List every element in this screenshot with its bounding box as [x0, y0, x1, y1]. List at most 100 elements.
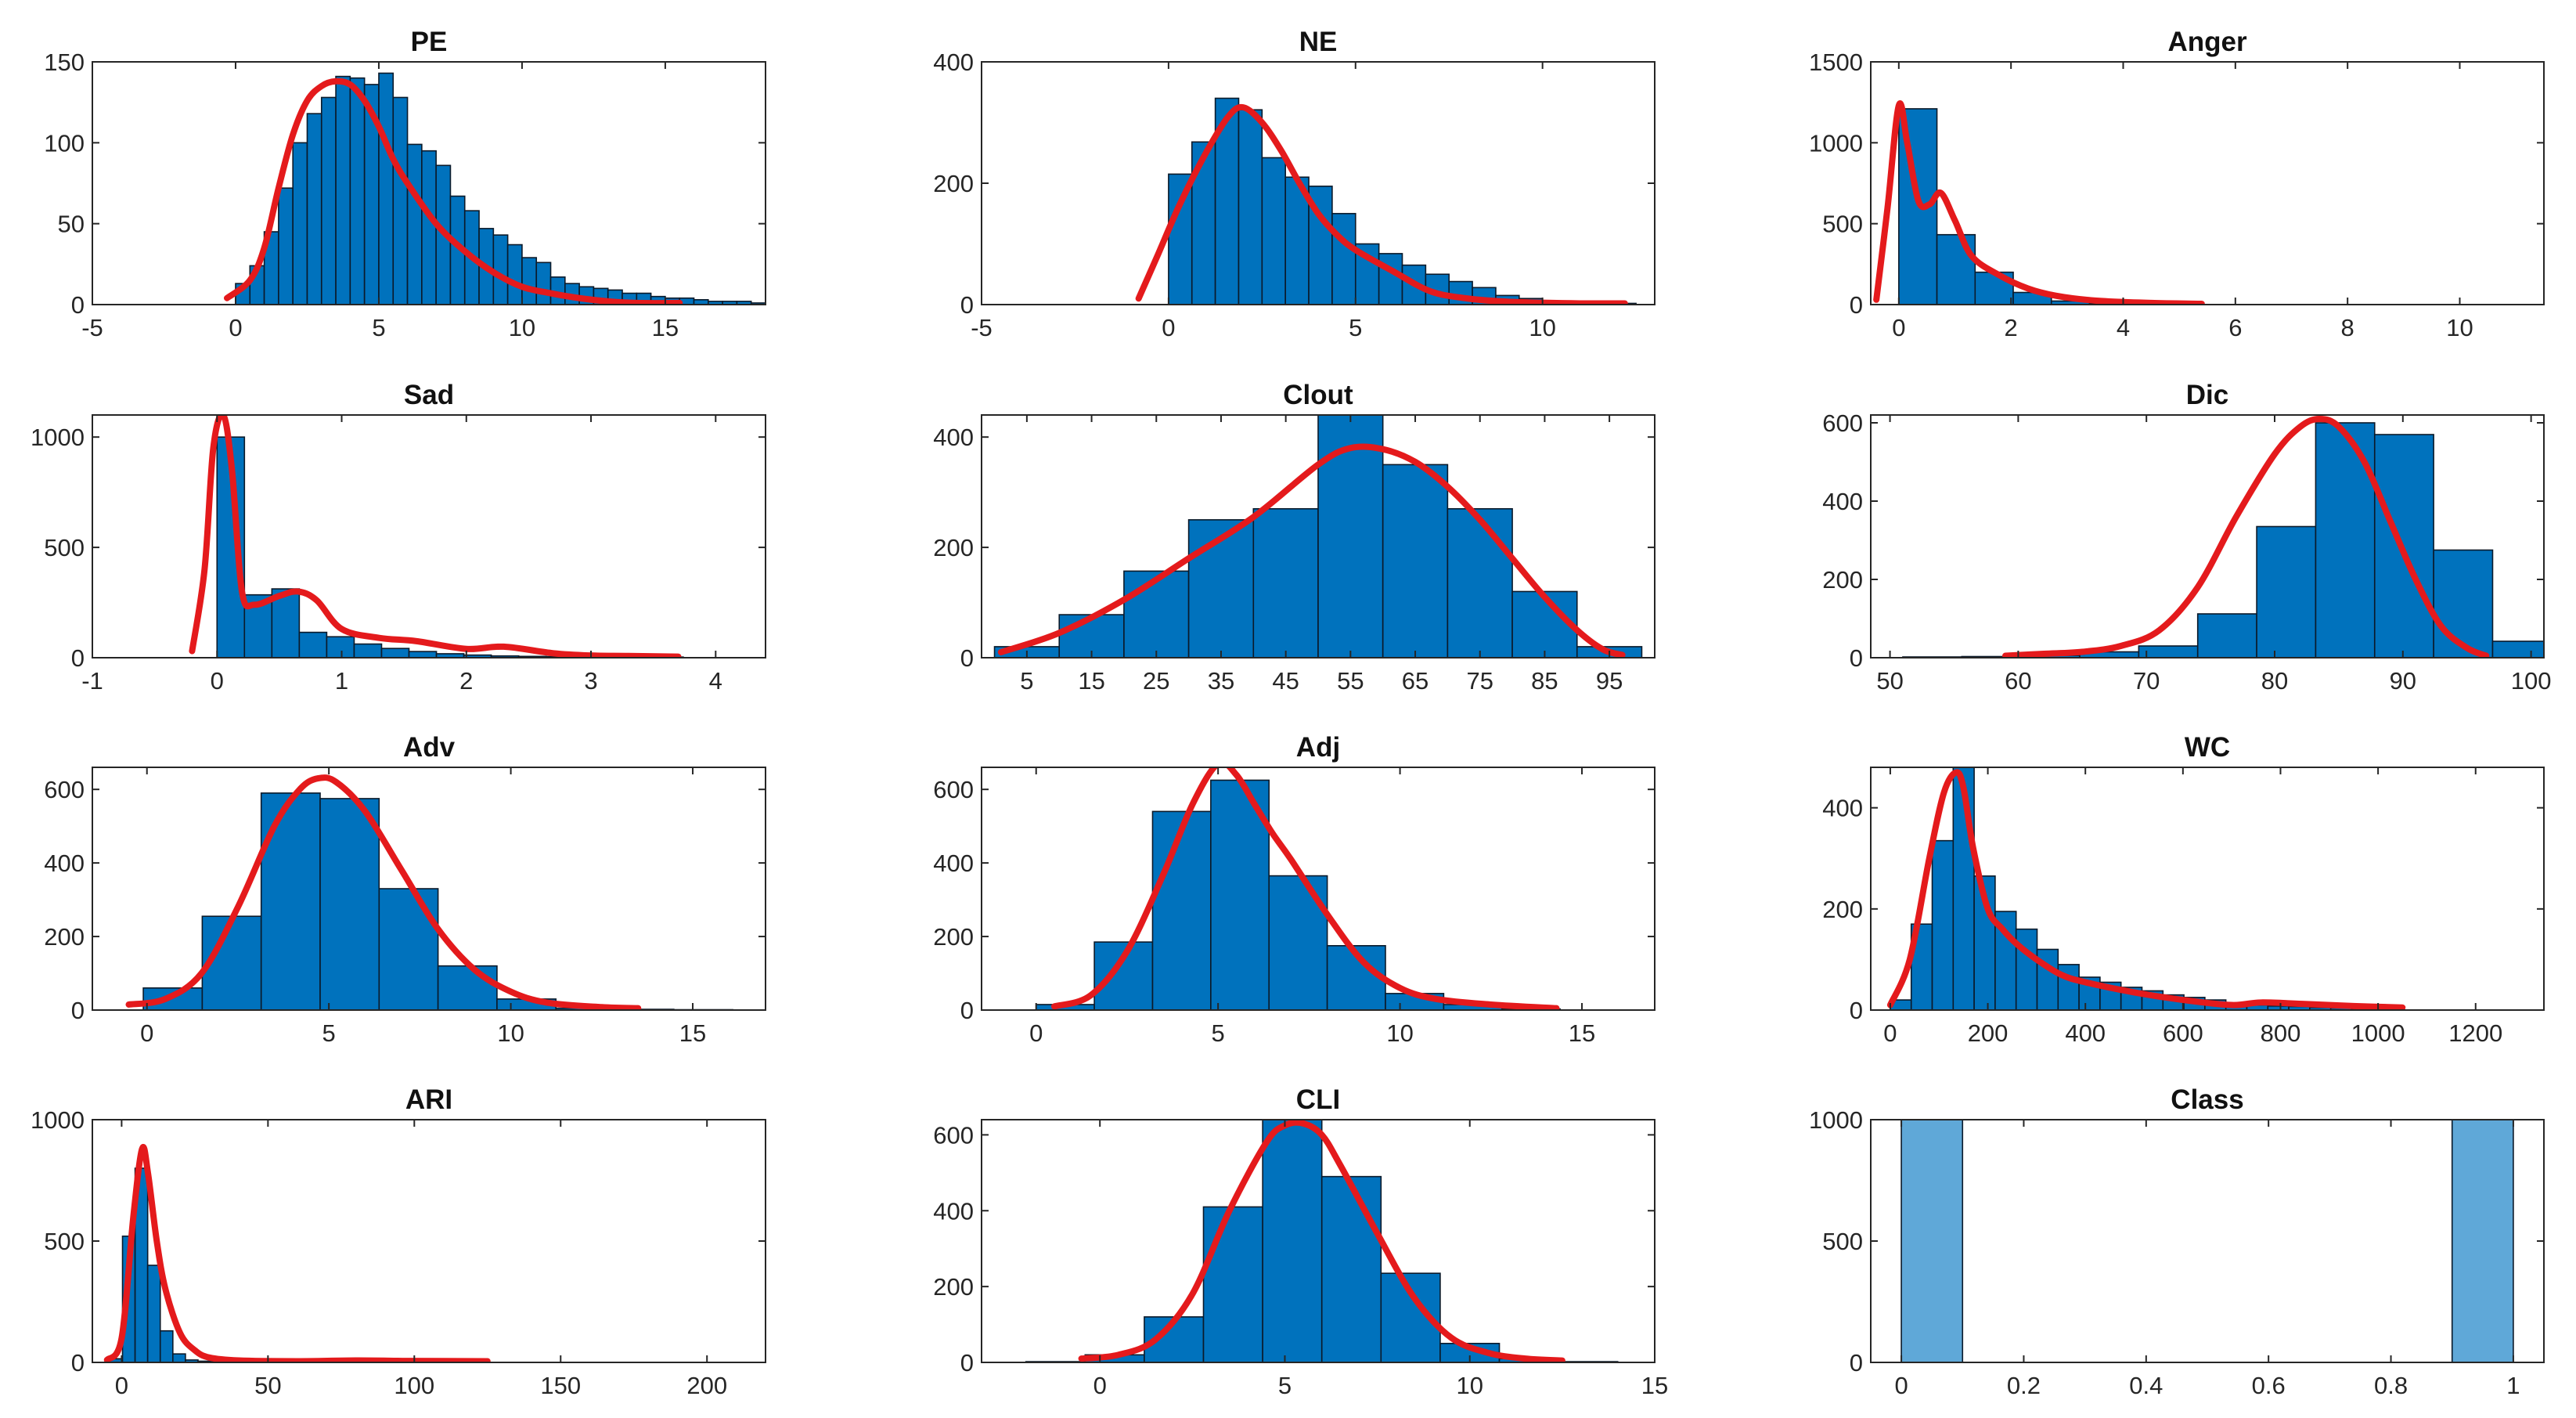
y-tick-label: 0 [960, 1349, 974, 1377]
y-tick-label: 200 [933, 1273, 974, 1301]
x-tick-label: 0.6 [2252, 1372, 2286, 1399]
histogram-bar [159, 1330, 174, 1362]
histogram-bar [292, 142, 308, 305]
histogram-bar [2256, 525, 2317, 658]
x-tick-label: 0.2 [2007, 1372, 2041, 1399]
x-tick-label: 200 [1968, 1019, 2009, 1047]
histogram-bar [335, 75, 351, 305]
x-tick-label: 200 [686, 1372, 727, 1399]
x-tick-label: 10 [497, 1019, 524, 1047]
y-tick-label: 400 [1822, 795, 1863, 822]
histogram-bar [353, 643, 383, 658]
density-curve [997, 443, 1626, 658]
histogram-bar [1202, 1206, 1263, 1362]
x-tick-label: 80 [2261, 667, 2288, 695]
x-tick-label: 2 [2005, 314, 2018, 341]
x-tick-label: 90 [2390, 667, 2416, 695]
y-tick-label: 1000 [31, 424, 85, 451]
histogram-bar [421, 150, 437, 305]
density-curve [1078, 1120, 1565, 1362]
density-curve [1886, 769, 2406, 1010]
bars-group [993, 415, 1643, 658]
y-tick-label: 0 [1850, 644, 1863, 672]
x-tick-label: 15 [652, 314, 679, 341]
axes-frame [1870, 414, 2545, 658]
x-tick-label: 0 [211, 667, 224, 695]
histogram-bar [380, 648, 410, 658]
histogram-bar [408, 651, 438, 658]
chart-title: CLI [1296, 1084, 1340, 1115]
y-tick-label: 200 [933, 170, 974, 197]
density-curve [125, 774, 642, 1010]
y-tick-label: 400 [933, 424, 974, 451]
y-tick-label: 1000 [1809, 1106, 1863, 1134]
x-tick-label: 0.4 [2129, 1372, 2163, 1399]
histogram-bar [298, 631, 328, 658]
histogram-bar [1262, 1120, 1323, 1362]
histogram-bar [1261, 157, 1286, 305]
y-tick-label: 150 [44, 49, 85, 76]
histogram-bar [378, 72, 395, 305]
y-tick-label: 200 [1822, 566, 1863, 594]
x-tick-label: 0.8 [2374, 1372, 2408, 1399]
x-tick-label: 5 [1278, 1372, 1292, 1399]
x-tick-label: 5 [372, 314, 385, 341]
chart-title: PE [411, 27, 448, 57]
x-tick-label: 10 [1529, 314, 1555, 341]
bars-group [142, 792, 733, 1010]
x-tick-label: 15 [1078, 667, 1104, 695]
histogram-bar [1931, 839, 1955, 1010]
histogram-bar [1168, 173, 1193, 305]
x-tick-label: 15 [1569, 1019, 1595, 1047]
panel-class: 0 0.2 0.4 0.6 0.8 1 0 500 1000 Class [1809, 1084, 2545, 1399]
histogram-bar [378, 888, 439, 1010]
density-curve [1873, 100, 2205, 305]
density-curve [103, 1144, 491, 1362]
histogram-bar [1252, 507, 1319, 658]
histogram-bar [319, 798, 380, 1010]
x-tick-label: 1 [2506, 1372, 2520, 1399]
x-tick-label: 400 [2065, 1019, 2106, 1047]
y-tick-label: 0 [1850, 1349, 1863, 1377]
x-tick-label: 70 [2133, 667, 2160, 695]
histogram-bar [406, 143, 423, 305]
y-tick-label: 0 [71, 644, 85, 672]
x-tick-label: 100 [394, 1372, 434, 1399]
x-tick-label: 10 [2446, 314, 2473, 341]
y-tick-label: 500 [1822, 1228, 1863, 1255]
x-tick-label: 65 [1402, 667, 1429, 695]
y-tick-label: 600 [933, 776, 974, 803]
y-tick-label: 0 [71, 1349, 85, 1377]
chart-title: Sad [404, 380, 454, 410]
y-tick-label: 0 [960, 291, 974, 319]
x-tick-label: 75 [1466, 667, 1493, 695]
x-tick-label: 5 [1349, 314, 1362, 341]
y-tick-label: 0 [71, 291, 85, 319]
x-tick-label: 10 [1386, 1019, 1413, 1047]
histogram-bar [437, 965, 498, 1010]
histogram-bar [1238, 109, 1263, 305]
panel-wc: 0 200 400 600 800 1000 1200 0 200 400 WC [1822, 732, 2545, 1047]
x-tick-label: 2 [459, 667, 473, 695]
axes-frame [981, 1119, 1655, 1363]
y-tick-label: 0 [1850, 997, 1863, 1024]
x-tick-label: 0 [115, 1372, 128, 1399]
x-tick-label: 85 [1531, 667, 1558, 695]
chart-title: ARI [405, 1084, 452, 1115]
x-tick-label: 1 [335, 667, 348, 695]
y-tick-label: 600 [1822, 410, 1863, 437]
histogram-bar [326, 636, 355, 658]
panel-adv: 0 5 10 15 0 200 400 600 Adv [44, 732, 766, 1047]
axes-frame [981, 767, 1655, 1011]
density-curve [2002, 416, 2490, 658]
histogram-bar [306, 113, 322, 305]
histogram-bar [172, 1353, 186, 1362]
x-tick-label: 0 [140, 1019, 153, 1047]
y-tick-label: 400 [933, 850, 974, 877]
axes-background [92, 1120, 766, 1362]
x-tick-label: 55 [1337, 667, 1364, 695]
histogram-bar [535, 262, 552, 305]
density-curve [1050, 767, 1560, 1010]
